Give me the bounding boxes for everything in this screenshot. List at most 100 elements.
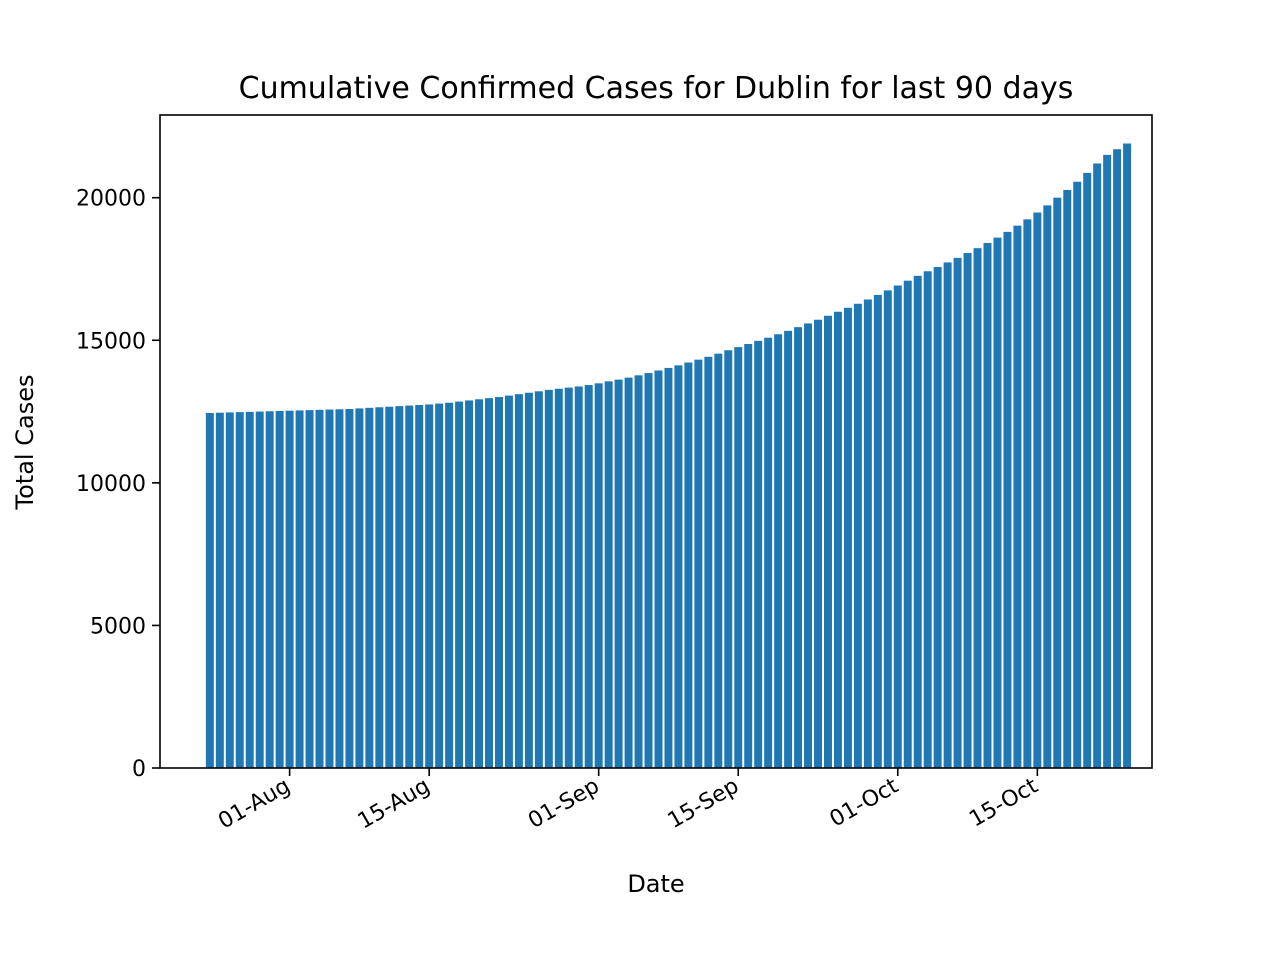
bar [205,412,214,768]
bar [624,377,633,768]
bar [1043,205,1052,768]
bar [355,408,364,768]
bar [883,290,892,768]
bar [774,334,783,768]
bar [395,406,404,768]
y-axis-label: Total Cases [11,375,39,511]
bar [754,340,763,768]
bar [255,411,264,768]
bar [1033,212,1042,768]
bar [385,406,394,768]
bar [415,405,424,768]
bar [245,411,254,768]
bar [445,402,454,768]
bar [784,330,793,768]
bar [514,394,523,768]
bar [1123,143,1132,768]
chart-title: Cumulative Confirmed Cases for Dublin fo… [239,71,1074,106]
bar [1063,190,1072,768]
bar [863,299,872,768]
bar [494,397,503,768]
bar [893,285,902,768]
bar [225,412,234,768]
bar [614,379,623,768]
bar [215,412,224,768]
bar [953,257,962,768]
bar [425,404,434,768]
bar [734,347,743,768]
bar [1003,231,1012,768]
bar [564,387,573,768]
bar [853,303,862,768]
bar [485,398,493,768]
bar [963,253,972,768]
bar [1083,172,1092,768]
plot-frame [159,114,1153,769]
bar [1053,197,1062,768]
bar-series [205,143,1132,769]
bar [574,386,583,768]
bar [544,389,553,768]
bar [1073,181,1082,769]
bar [943,262,952,768]
bar [654,370,663,768]
y-tick-label: 15000 [76,329,146,354]
bar [405,405,414,768]
bar [674,365,683,768]
bar [724,350,733,768]
bar [873,294,882,768]
bar [833,311,842,768]
bar [524,392,533,768]
bar [704,356,713,768]
bar [983,243,992,768]
bar [1013,225,1022,768]
bar [1093,163,1102,769]
bar [1103,154,1112,769]
bar [285,410,294,768]
bar [275,410,284,768]
bar [265,411,274,768]
bar [475,399,484,768]
y-tick-label: 5000 [90,614,146,639]
bar [923,271,932,768]
bar [604,381,613,768]
bar [554,388,563,768]
bar [295,410,304,768]
bar [365,407,374,768]
bar [435,403,444,768]
bar [814,319,822,768]
bar [465,400,474,768]
y-tick-label: 10000 [76,472,146,497]
bar [644,373,653,768]
bar [794,327,803,768]
bar [903,280,912,768]
bar [305,410,314,768]
bar [714,353,723,768]
bar [534,391,543,768]
bar [584,385,593,768]
y-tick-label: 0 [132,757,146,782]
bar [694,359,703,768]
bar [325,409,334,768]
bar [375,407,384,768]
bar [504,395,513,768]
bar [684,362,693,768]
bar [1113,149,1122,769]
bar [634,375,643,768]
y-axis: 0 5000 10000 15000 20000 [76,187,160,782]
x-axis-label: Date [627,870,684,898]
bar [455,401,464,768]
bar [913,275,922,768]
bar [823,315,832,768]
bar [933,266,942,768]
bar [235,412,244,768]
bar [1023,219,1032,768]
bar [664,367,673,768]
bar [744,343,753,768]
bar [843,307,852,768]
bar [335,409,344,768]
y-tick-label: 20000 [76,187,146,212]
bar [315,409,324,768]
bar [973,248,982,769]
